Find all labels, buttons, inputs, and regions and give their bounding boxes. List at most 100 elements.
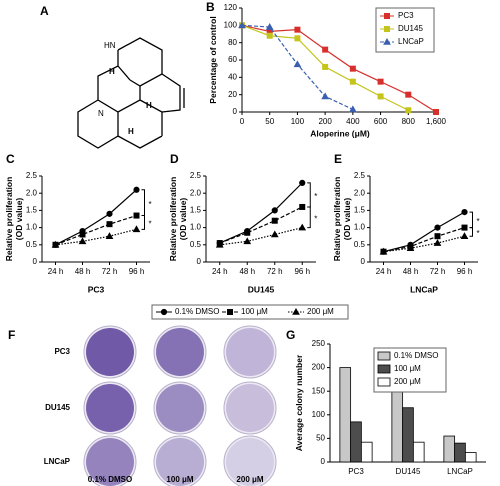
x-tick-label: 48 h	[239, 267, 255, 276]
well-image	[223, 435, 277, 486]
y-tick-label: 1.0	[26, 223, 38, 232]
structure: A HN H N H H	[40, 4, 185, 149]
colony-images: F PC3 DU145 LNCaP 0.1% DMSO 100 μM 200 μM	[8, 325, 277, 486]
panel-label: C	[6, 152, 15, 166]
x-tick-label: 24 h	[376, 267, 392, 276]
bar	[391, 383, 404, 463]
atom-label: HN	[104, 41, 116, 50]
x-tick-label: 800	[402, 117, 416, 126]
y-tick-label: 2.5	[190, 171, 202, 180]
y-axis-label-line: (OD value)	[14, 198, 24, 241]
legend-label: 100 μM	[241, 307, 268, 316]
marker	[321, 92, 330, 100]
x-tick-label: 48 h	[403, 267, 419, 276]
y-tick-label: 0.5	[354, 240, 366, 249]
series-line	[55, 214, 137, 246]
panel-label: G	[286, 328, 295, 342]
legend-label: 0.1% DMSO	[394, 351, 438, 360]
series-line	[55, 189, 137, 246]
panel-label: A	[40, 4, 49, 18]
y-tick-label: 2.5	[354, 171, 366, 180]
legend-label: PC3	[398, 11, 414, 20]
legend-label: 0.1% DMSO	[175, 307, 219, 316]
colony-stain	[156, 328, 204, 376]
legend-swatch	[377, 364, 391, 374]
marker	[349, 65, 356, 72]
colony-stain	[226, 384, 274, 432]
y-axis-label: Relative proliferation(OD value)	[332, 177, 352, 262]
marker	[377, 93, 384, 100]
series-line	[219, 182, 303, 244]
marker	[405, 107, 412, 114]
marker	[384, 26, 390, 32]
y-axis-label: Relative proliferation(OD value)	[168, 177, 188, 262]
marker	[460, 232, 469, 239]
marker	[244, 229, 251, 236]
marker	[265, 23, 274, 30]
legend-label: DU145	[398, 24, 423, 33]
x-tick-label: PC3	[348, 467, 364, 476]
marker	[299, 179, 306, 186]
chart: B 0 20 40 60 80 100 120 Percentage of control Alo…	[206, 0, 447, 138]
x-tick-label: 72 h	[267, 267, 283, 276]
series-line	[383, 211, 465, 253]
y-tick-label: 100	[312, 410, 326, 419]
marker	[133, 212, 140, 219]
x-tick-label: 96 h	[129, 267, 145, 276]
y-axis-label-line: (OD value)	[178, 198, 188, 241]
bracket	[307, 182, 311, 208]
y-tick-label: 1.5	[354, 206, 366, 215]
well-image	[223, 381, 277, 435]
x-tick-label: 200	[318, 117, 332, 126]
bracket	[141, 189, 145, 217]
chart: G 0 50 100 150 200 250 Average colony number PC3…	[286, 328, 486, 476]
y-axis-label-line: (OD value)	[342, 198, 352, 241]
annotation: *	[477, 229, 480, 238]
bar	[350, 421, 362, 463]
x-axis-label: LNCaP	[410, 284, 438, 294]
y-tick-label: 0.5	[190, 240, 202, 249]
marker	[433, 109, 439, 115]
marker	[348, 105, 357, 113]
marker	[406, 244, 415, 252]
x-tick-label: 72 h	[430, 267, 446, 276]
colony-stain	[86, 384, 134, 432]
legend-box	[151, 304, 349, 320]
y-tick-label: 2.0	[26, 188, 38, 197]
y-axis-label-line: Relative proliferation	[168, 177, 178, 262]
x-tick-label: 0	[240, 117, 245, 126]
y-tick-label: 0	[233, 107, 238, 116]
y-tick-label: 2.0	[190, 188, 202, 197]
annotation: *	[149, 200, 152, 209]
colony-stain	[226, 438, 274, 486]
x-tick-label: 600	[374, 117, 388, 126]
marker	[106, 210, 113, 217]
y-axis-label: Percentage of control	[208, 16, 218, 103]
marker	[160, 308, 168, 316]
marker	[434, 224, 441, 231]
y-tick-label: 1.5	[190, 206, 202, 215]
y-tick-label: 100	[224, 20, 238, 29]
bracket	[469, 227, 473, 237]
series-line	[219, 206, 303, 244]
marker	[383, 37, 391, 45]
marker	[243, 237, 252, 245]
annotation: *	[477, 217, 480, 226]
marker	[322, 63, 329, 70]
marker	[78, 237, 87, 245]
y-axis-label-line: Percentage of control	[208, 16, 218, 103]
x-tick-label: 48 h	[75, 267, 91, 276]
y-tick-label: 250	[312, 339, 326, 348]
y-tick-label: 0	[33, 257, 38, 266]
marker	[271, 207, 278, 214]
y-tick-label: 1.5	[26, 206, 38, 215]
marker	[294, 35, 301, 42]
colony-stain	[156, 384, 204, 432]
marker	[293, 60, 302, 68]
column-label: 100 μM	[166, 475, 193, 484]
x-tick-label: 24 h	[48, 267, 64, 276]
